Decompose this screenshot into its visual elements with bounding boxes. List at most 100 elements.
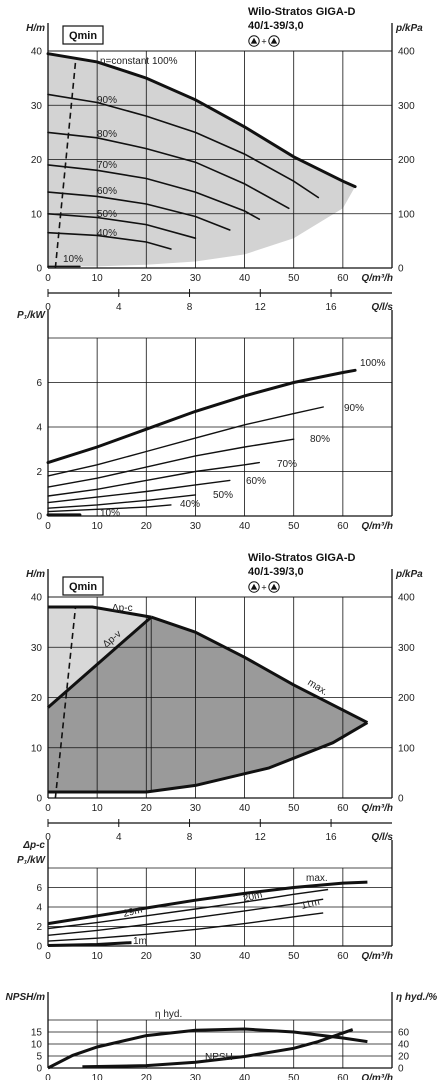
control-curve <box>48 605 152 619</box>
triangle-icon <box>250 37 258 44</box>
y-axis-label: H/m <box>26 23 45 34</box>
power-curve <box>47 479 231 504</box>
x2-tick-label: 8 <box>187 302 193 313</box>
y-right-tick-label: 100 <box>398 743 415 754</box>
x-tick-label: 60 <box>337 803 349 814</box>
y-tick-label: 0 <box>36 264 42 275</box>
y-axis-label: NPSH/m <box>6 992 46 1003</box>
x2-tick-label: 8 <box>187 832 193 843</box>
qmin-box <box>62 576 104 596</box>
y-tick-label: 10 <box>31 209 43 220</box>
x-tick-label: 50 <box>288 951 300 962</box>
model-title-line1: Wilo-Stratos GIGA-D <box>248 6 356 18</box>
x2-tick-label: 12 <box>255 832 267 843</box>
y-right-tick-label: 300 <box>398 101 415 112</box>
power-curve <box>47 504 172 513</box>
y-axis-label: H/m <box>26 569 45 580</box>
curve-label: 70% <box>97 160 117 171</box>
chart-p1-q-speed: 0 10 20 30 40 50 60 0 2 4 6 P₁/kW Q/m³/h 100% 90% 80% 70… <box>17 310 393 532</box>
y-tick-label: 2 <box>36 922 42 933</box>
triangle-icon <box>270 37 278 44</box>
x-axis-label: Q/m³/h <box>361 951 393 962</box>
x-tick-label: 10 <box>92 1073 104 1080</box>
control-power-label: 29m <box>122 905 144 920</box>
x-axis-label-2: Q/l/s <box>371 832 393 843</box>
y-right-tick-label: 400 <box>398 47 415 58</box>
curve-label: n=constant 100% <box>100 56 178 67</box>
qmin-line <box>54 61 77 269</box>
x-axis-label: Q/m³/h <box>361 273 393 284</box>
x-tick-label: 0 <box>45 521 51 532</box>
y-tick-label: 2 <box>36 467 42 478</box>
plus-sign: + <box>261 583 266 593</box>
y-tick-label: 15 <box>31 1028 43 1039</box>
x-axis-label: Q/m³/h <box>361 803 393 814</box>
model-title-line2: 40/1-39/3,0 <box>248 20 304 32</box>
curve-label: 50% <box>97 209 117 220</box>
x-tick-label: 40 <box>239 521 251 532</box>
control-power-curve <box>47 880 368 926</box>
y-right-tick-label: 100 <box>398 209 415 220</box>
x-tick-label: 20 <box>141 521 153 532</box>
x-tick-label: 30 <box>190 1073 202 1080</box>
x-tick-label: 0 <box>45 273 51 284</box>
y-right-tick-label: 200 <box>398 155 415 166</box>
curve-100 <box>46 52 357 189</box>
x-tick-label: 60 <box>337 1073 349 1080</box>
x-tick-label: 40 <box>239 803 251 814</box>
plus-sign: + <box>261 37 266 47</box>
model-title-line2: 40/1-39/3,0 <box>248 566 304 578</box>
x-tick-label: 30 <box>190 521 202 532</box>
y-axis-label: Δp-c <box>22 840 45 851</box>
y-right-tick-label: 40 <box>398 1040 410 1051</box>
x2-tick-label: 0 <box>45 832 51 843</box>
curve-90 <box>47 93 320 199</box>
x-tick-label: 60 <box>337 273 349 284</box>
y-tick-label: 0 <box>36 794 42 805</box>
control-power-label: max. <box>306 873 328 884</box>
y-right-tick-label: 400 <box>398 593 415 604</box>
qmin-line <box>54 606 77 799</box>
y-right-tick-label: 200 <box>398 693 415 704</box>
dp-c-label: Δp-c <box>112 603 133 614</box>
y-tick-label: 0 <box>36 512 42 523</box>
x-tick-label: 30 <box>190 951 202 962</box>
curve-label: 90% <box>97 95 117 106</box>
y-tick-label: 6 <box>36 378 42 389</box>
x-tick-label: 30 <box>190 803 202 814</box>
x-tick-label: 40 <box>239 951 251 962</box>
model-title-line1: Wilo-Stratos GIGA-D <box>248 552 356 564</box>
y-right-tick-label: 0 <box>398 264 404 275</box>
x-tick-label: 10 <box>92 521 104 532</box>
power-curve <box>46 368 357 465</box>
control-power-curve <box>47 912 324 942</box>
x-tick-label: 50 <box>288 803 300 814</box>
x2-tick-label: 0 <box>45 302 51 313</box>
y-tick-label: 6 <box>36 883 42 894</box>
control-power-curve <box>47 888 329 930</box>
efficiency-label: η hyd. <box>155 1009 182 1020</box>
qmin-label: Qmin <box>69 581 97 593</box>
control-curve <box>47 615 153 709</box>
y-tick-label: 30 <box>31 643 43 654</box>
y-tick-label: 5 <box>36 1052 42 1063</box>
x-tick-label: 0 <box>45 803 51 814</box>
x-tick-label: 10 <box>92 951 104 962</box>
x-axis-label: Q/m³/h <box>361 521 393 532</box>
x-tick-label: 60 <box>337 521 349 532</box>
curve-40 <box>47 231 172 250</box>
y-right-tick-label: 0 <box>398 1064 404 1075</box>
x-tick-label: 60 <box>337 951 349 962</box>
control-power-label: 20m <box>242 890 264 905</box>
curve-label: 10% <box>63 254 83 265</box>
x-tick-label: 20 <box>141 803 153 814</box>
curve-70 <box>47 164 261 220</box>
control-curve <box>48 721 369 794</box>
x2-tick-label: 4 <box>116 832 122 843</box>
y-tick-label: 10 <box>31 1040 43 1051</box>
curve-60 <box>47 191 231 231</box>
y-tick-label: 4 <box>36 903 42 914</box>
y-right-axis-label: η hyd./% <box>396 992 437 1003</box>
